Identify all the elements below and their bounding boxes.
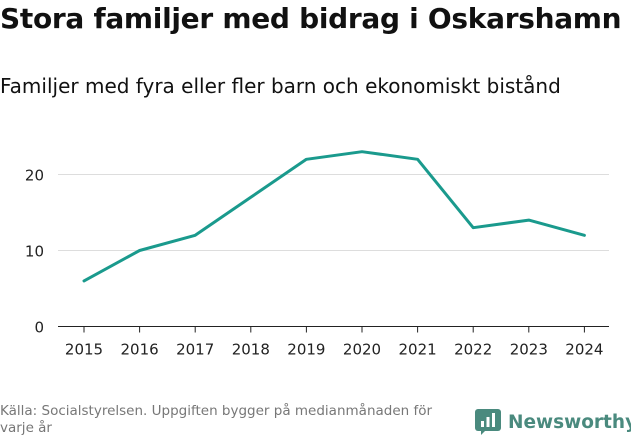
y-axis-ticks: 0 10 20	[25, 167, 44, 337]
x-tick-label: 2023	[510, 341, 548, 359]
x-tick-label: 2020	[343, 341, 381, 359]
y-tick-label: 20	[25, 167, 44, 185]
series-layer	[82, 150, 586, 283]
x-tick-label: 2024	[565, 341, 603, 359]
x-tick-label: 2017	[176, 341, 214, 359]
brand-name: Newsworthy	[508, 411, 631, 433]
brand-logo[interactable]: Newsworthy	[475, 409, 631, 435]
x-tick-label: 2022	[454, 341, 492, 359]
x-tick-label: 2019	[287, 341, 325, 359]
y-tick-label: 10	[25, 243, 44, 261]
source-note: Källa: Socialstyrelsen. Uppgiften bygger…	[0, 403, 433, 436]
x-tick-label: 2018	[232, 341, 270, 359]
newsworthy-logo-icon	[475, 409, 501, 435]
gridlines	[58, 174, 609, 251]
series-line	[82, 150, 586, 283]
x-tick-label: 2016	[121, 341, 159, 359]
chart-subtitle: Familjer med fyra eller fler barn och ek…	[0, 74, 561, 98]
y-tick-label: 0	[34, 319, 44, 337]
chart-title: Stora familjer med bidrag i Oskarshamn	[0, 2, 622, 35]
x-axis-ticks: 2015 2016 2017 2018 2019 2020 2021 2022 2023 2024	[65, 326, 603, 359]
x-tick-label: 2021	[399, 341, 437, 359]
x-tick-label: 2015	[65, 341, 103, 359]
